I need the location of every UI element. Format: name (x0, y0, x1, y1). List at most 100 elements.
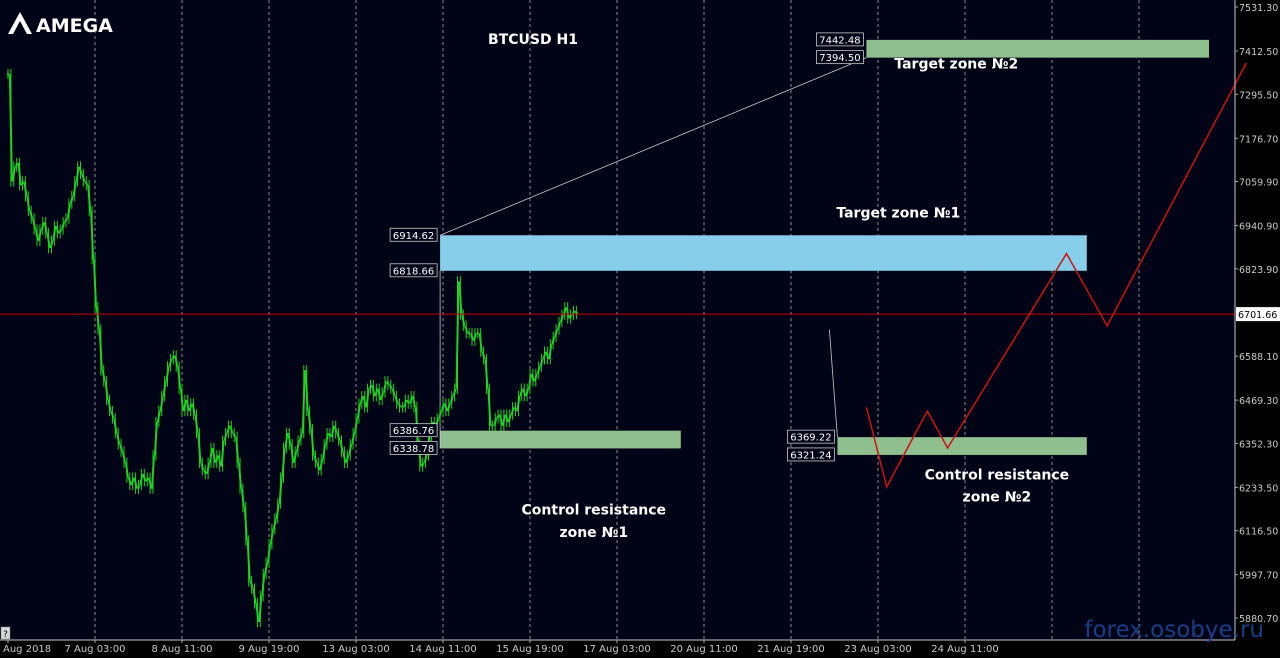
price-series (7, 68, 579, 628)
candle-body (383, 381, 387, 393)
candle-body (423, 455, 428, 464)
candle-body (290, 444, 295, 463)
candle-body (264, 562, 269, 575)
candle-body (301, 370, 306, 434)
zone-price-label-box (389, 441, 438, 455)
candle-body (522, 388, 527, 397)
candle-body (568, 314, 573, 319)
candle-body (548, 344, 553, 360)
candle-body (162, 381, 167, 397)
candle-body (528, 373, 532, 389)
candle-body (313, 455, 318, 464)
candle-body (243, 507, 248, 541)
zone-price-label: 6386.76 (393, 426, 434, 437)
axis-background (1235, 0, 1280, 658)
x-tick-label: 23 Aug 03:00 (844, 644, 911, 655)
y-tick-label: 6469.30 (1239, 396, 1278, 407)
candle-body (191, 403, 196, 415)
candle-body (14, 162, 19, 168)
candle-body (26, 196, 31, 212)
y-tick-label: 7531.30 (1239, 3, 1278, 14)
y-tick-label: 6233.50 (1239, 483, 1278, 494)
x-tick-label: 21 Aug 19:00 (757, 644, 824, 655)
zone-price-label-box (816, 50, 864, 65)
candle-body (139, 473, 144, 486)
y-tick-label: 6116.50 (1239, 527, 1278, 538)
candle-body (148, 477, 153, 489)
candle-body (316, 462, 321, 471)
candle-body (200, 462, 205, 471)
candle-body (156, 410, 161, 423)
candle-body (551, 336, 556, 345)
candle-body (525, 388, 530, 397)
candle-body (461, 314, 466, 327)
candle-body (232, 432, 237, 438)
candle-body (153, 422, 158, 456)
zone-price-label: 6818.66 (393, 266, 434, 277)
candle-body (35, 229, 39, 241)
candle-body (438, 410, 443, 419)
candle-body (472, 332, 477, 341)
candle-body (229, 425, 234, 434)
candle-body (406, 399, 411, 405)
candle-body (84, 180, 89, 186)
x-tick-label: 17 Aug 03:00 (583, 644, 650, 655)
corner-box[interactable] (0, 626, 11, 640)
candle-body (484, 359, 489, 389)
candle-body (255, 603, 260, 623)
candle-body (203, 469, 208, 475)
candle-body (165, 366, 170, 382)
candle-body (533, 373, 538, 382)
candle-body (258, 595, 263, 623)
y-tick-label: 6352.30 (1239, 439, 1278, 450)
candle-body (58, 229, 63, 234)
candle-body (380, 392, 385, 401)
annotation-label: zone №1 (559, 525, 628, 541)
candle-body (182, 399, 187, 412)
candle-body (342, 451, 347, 463)
candle-body (278, 477, 283, 504)
candle-body (536, 366, 541, 375)
x-tick-label: Aug 2018 (3, 644, 51, 655)
candle-body (249, 580, 254, 589)
candle-body (293, 451, 298, 463)
candle-body (507, 414, 512, 423)
chart-annotations: Target zone №2 Target zone №1 Control resi… (522, 57, 1070, 541)
candle-body (98, 329, 103, 371)
y-tick-label: 7059.90 (1239, 177, 1278, 188)
candle-body (307, 410, 312, 430)
candle-body (61, 221, 66, 230)
zone-price-label-box (389, 423, 438, 438)
x-axis: Aug 2018 7 Aug 03:00 8 Aug 11:00 9 Aug 19:0… (3, 640, 999, 655)
candle-body (516, 396, 521, 412)
candle-body (310, 429, 315, 456)
zone-price-label-box (389, 227, 438, 242)
candle-body (284, 433, 289, 449)
candle-body (226, 425, 231, 434)
chart-title: BTCUSD H1 (488, 32, 578, 48)
candle-body (66, 203, 71, 219)
candle-body (452, 388, 457, 397)
candle-body (493, 418, 498, 427)
y-tick-label: 7295.50 (1239, 90, 1278, 101)
candle-body (124, 462, 129, 478)
annotation-label: zone №2 (963, 490, 1032, 506)
current-price-tag (1236, 307, 1280, 322)
zone-price-label: 6369.22 (790, 433, 831, 444)
candle-body (287, 432, 292, 445)
candle-body (545, 351, 550, 360)
candle-body (75, 166, 80, 182)
candle-body (403, 399, 408, 408)
candle-body (325, 432, 329, 445)
price-zone (440, 430, 681, 449)
y-tick-label: 7412.50 (1239, 47, 1278, 58)
candle-body (388, 384, 393, 390)
candle-body (359, 395, 364, 404)
zone-price-label: 7442.48 (819, 35, 860, 46)
candle-body (168, 358, 173, 367)
candle-body (177, 366, 182, 389)
candle-body (328, 432, 332, 438)
candle-body (530, 373, 535, 382)
price-zone (440, 235, 1087, 271)
